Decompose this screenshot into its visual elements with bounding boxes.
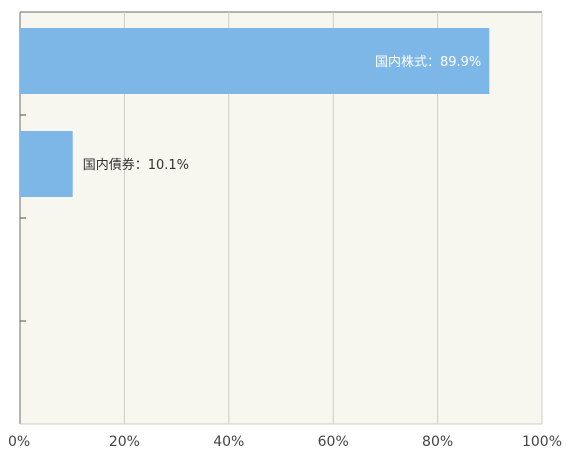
x-tick-label-3: 60% xyxy=(318,434,349,450)
data-labels: 国内株式：89.9% 国内債券：10.1% xyxy=(83,54,482,173)
data-label-0: 国内株式：89.9% xyxy=(375,54,481,70)
x-tick-label-5: 100% xyxy=(522,434,562,450)
bars xyxy=(20,28,490,197)
x-tick-label-1: 20% xyxy=(109,434,140,450)
x-tick-label-4: 80% xyxy=(422,434,453,450)
bar-1 xyxy=(20,131,73,197)
y-axis-ticks xyxy=(20,114,26,322)
x-axis-tick-labels: 0% 20% 40% 60% 80% 100% xyxy=(8,434,562,450)
bar-0 xyxy=(20,28,490,94)
x-tick-label-2: 40% xyxy=(213,434,244,450)
x-tick-label-0: 0% xyxy=(8,434,30,450)
data-label-1: 国内債券：10.1% xyxy=(83,157,189,173)
